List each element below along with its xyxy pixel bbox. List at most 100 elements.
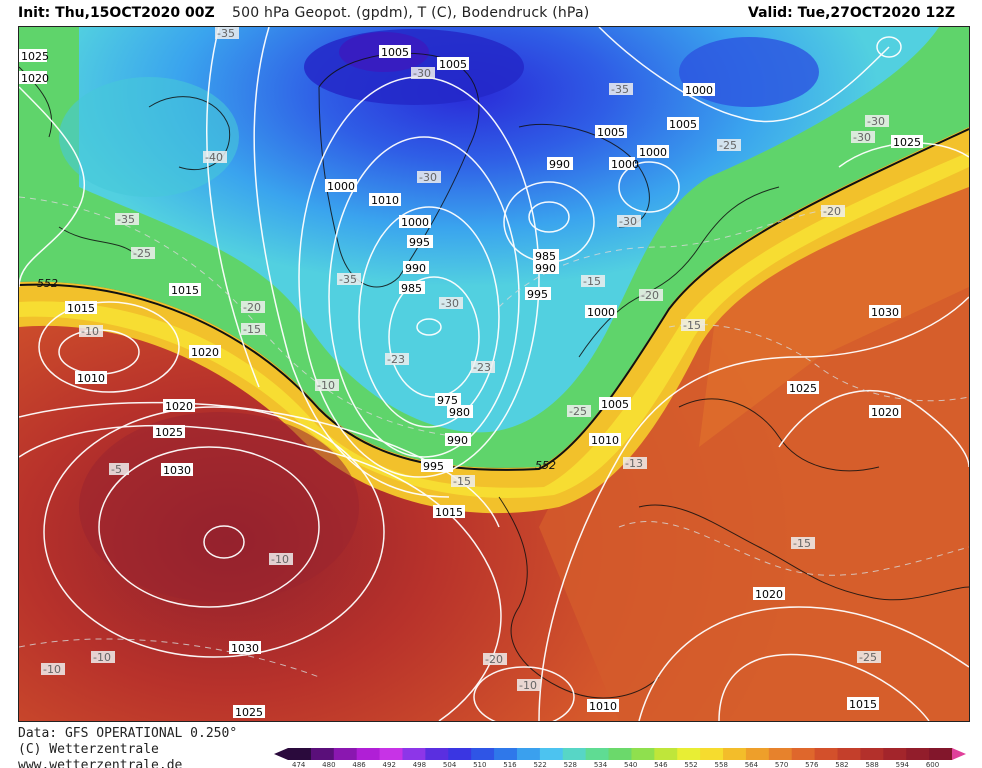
temp-label: -10 bbox=[315, 379, 339, 392]
isobar-label: 1000 bbox=[585, 305, 617, 319]
temp-label: -20 bbox=[821, 205, 845, 218]
temp-label: -15 bbox=[581, 275, 605, 288]
svg-text:-30: -30 bbox=[867, 115, 885, 128]
svg-text:-30: -30 bbox=[413, 67, 431, 80]
svg-text:1020: 1020 bbox=[871, 406, 899, 419]
svg-text:-5: -5 bbox=[111, 463, 122, 476]
svg-text:-15: -15 bbox=[793, 537, 811, 550]
isobar-label: 1000 bbox=[399, 215, 431, 229]
isobar-label: 995 bbox=[525, 287, 551, 301]
svg-text:1000: 1000 bbox=[685, 84, 713, 97]
colorbar-label: 486 bbox=[352, 761, 366, 768]
isobar-label: 1000 bbox=[325, 179, 357, 193]
colorbar-arrow-right bbox=[952, 748, 966, 760]
colorbar-label: 522 bbox=[533, 761, 546, 768]
footer: Data: GFS OPERATIONAL 0.250° (C) Wetterz… bbox=[0, 724, 982, 768]
temp-label: -15 bbox=[241, 323, 265, 336]
temp-label: -10 bbox=[41, 663, 65, 676]
colorbar-label: 594 bbox=[896, 761, 910, 768]
isobar-label: 990 bbox=[403, 261, 429, 275]
svg-text:1015: 1015 bbox=[849, 698, 877, 711]
temp-label: -20 bbox=[241, 301, 265, 314]
isobar-label: 1020 bbox=[19, 71, 49, 85]
temp-label: -23 bbox=[385, 353, 409, 366]
isobar-label: 1025 bbox=[19, 49, 49, 63]
svg-text:-10: -10 bbox=[317, 379, 335, 392]
svg-text:1000: 1000 bbox=[327, 180, 355, 193]
temp-label: -30 bbox=[417, 171, 441, 184]
colorbar-label: 498 bbox=[413, 761, 426, 768]
svg-text:1030: 1030 bbox=[871, 306, 899, 319]
colorbar-cell bbox=[402, 748, 426, 760]
temp-label: -30 bbox=[851, 131, 875, 144]
data-source-text: Data: GFS OPERATIONAL 0.250° bbox=[18, 726, 238, 741]
svg-text:1020: 1020 bbox=[191, 346, 219, 359]
colorbar-label: 564 bbox=[745, 761, 759, 768]
svg-text:-10: -10 bbox=[93, 651, 111, 664]
temp-label: -10 bbox=[269, 553, 293, 566]
colorbar-cell bbox=[494, 748, 518, 760]
colorbar-label: 510 bbox=[473, 761, 486, 768]
weather-map-svg: 1025 1020 1005 1005 1000 1005 1005 1000 … bbox=[19, 27, 969, 721]
svg-text:-35: -35 bbox=[611, 83, 629, 96]
isobar-label: 1000 bbox=[683, 83, 715, 97]
temp-label: -10 bbox=[79, 325, 103, 338]
colorbar-cell bbox=[310, 748, 335, 760]
svg-text:1000: 1000 bbox=[611, 158, 639, 171]
isobar-label: 1030 bbox=[229, 641, 261, 655]
temp-label: -35 bbox=[337, 273, 361, 286]
svg-text:1025: 1025 bbox=[155, 426, 183, 439]
temp-label: -15 bbox=[791, 537, 815, 550]
isobar-label: 990 bbox=[547, 157, 573, 171]
temp-label: -15 bbox=[451, 475, 475, 488]
svg-text:990: 990 bbox=[405, 262, 426, 275]
isobar-label: 975 bbox=[435, 393, 461, 407]
svg-text:1010: 1010 bbox=[589, 700, 617, 713]
isobar-label: 995 bbox=[407, 235, 433, 249]
colorbar-arrow-left bbox=[274, 748, 288, 760]
svg-text:-30: -30 bbox=[441, 297, 459, 310]
svg-text:995: 995 bbox=[409, 236, 430, 249]
temp-label: -35 bbox=[115, 213, 139, 226]
colorbar-cell bbox=[631, 748, 655, 760]
isobar-label: 1005 bbox=[595, 125, 627, 139]
chart-header: Init: Thu,15OCT2020 00Z 500 hPa Geopot. … bbox=[0, 0, 982, 26]
colorbar-label: 600 bbox=[926, 761, 939, 768]
colorbar-label: 504 bbox=[443, 761, 457, 768]
isobar-label: 990 bbox=[445, 433, 471, 447]
svg-text:1005: 1005 bbox=[601, 398, 629, 411]
geopot-label: 552 bbox=[37, 277, 58, 290]
colorbar-cell bbox=[723, 748, 747, 760]
colorbar-cell bbox=[837, 748, 861, 760]
temp-label: -35 bbox=[609, 83, 633, 96]
svg-text:1005: 1005 bbox=[439, 58, 467, 71]
colorbar-cell bbox=[333, 748, 358, 760]
website-text: www.wetterzentrale.de bbox=[18, 758, 183, 768]
colorbar-cell bbox=[539, 748, 564, 760]
isobar-label: 1015 bbox=[433, 505, 465, 519]
temp-label: -30 bbox=[617, 215, 641, 228]
colorbar-cell bbox=[562, 748, 587, 760]
coastlines bbox=[19, 52, 969, 699]
isobar-label: 1015 bbox=[169, 283, 201, 297]
svg-text:1025: 1025 bbox=[893, 136, 921, 149]
isobar-label: 1025 bbox=[153, 425, 185, 439]
svg-text:-25: -25 bbox=[719, 139, 737, 152]
svg-text:1005: 1005 bbox=[597, 126, 625, 139]
colorbar-cell bbox=[791, 748, 816, 760]
svg-text:990: 990 bbox=[549, 158, 570, 171]
isobar-label: 985 bbox=[399, 281, 425, 295]
colorbar-cell bbox=[745, 748, 770, 760]
isobar-label: 1005 bbox=[437, 57, 469, 71]
colorbar-cell bbox=[906, 748, 930, 760]
isobar-label: 1015 bbox=[65, 301, 97, 315]
parameter-description: 500 hPa Geopot. (gpdm), T (C), Bodendruc… bbox=[232, 5, 590, 21]
temp-label: -30 bbox=[439, 297, 463, 310]
colorbar-label: 540 bbox=[624, 761, 637, 768]
geopotential-labels: 552 552 bbox=[37, 277, 556, 472]
colorbar-label: 546 bbox=[654, 761, 668, 768]
isobar-label: 990 bbox=[533, 261, 559, 275]
svg-text:-25: -25 bbox=[569, 405, 587, 418]
svg-text:1020: 1020 bbox=[21, 72, 49, 85]
temperature-labels: -35 -30 -35 -30 -30 -25 -40 -30 -30 -35 … bbox=[41, 27, 889, 692]
